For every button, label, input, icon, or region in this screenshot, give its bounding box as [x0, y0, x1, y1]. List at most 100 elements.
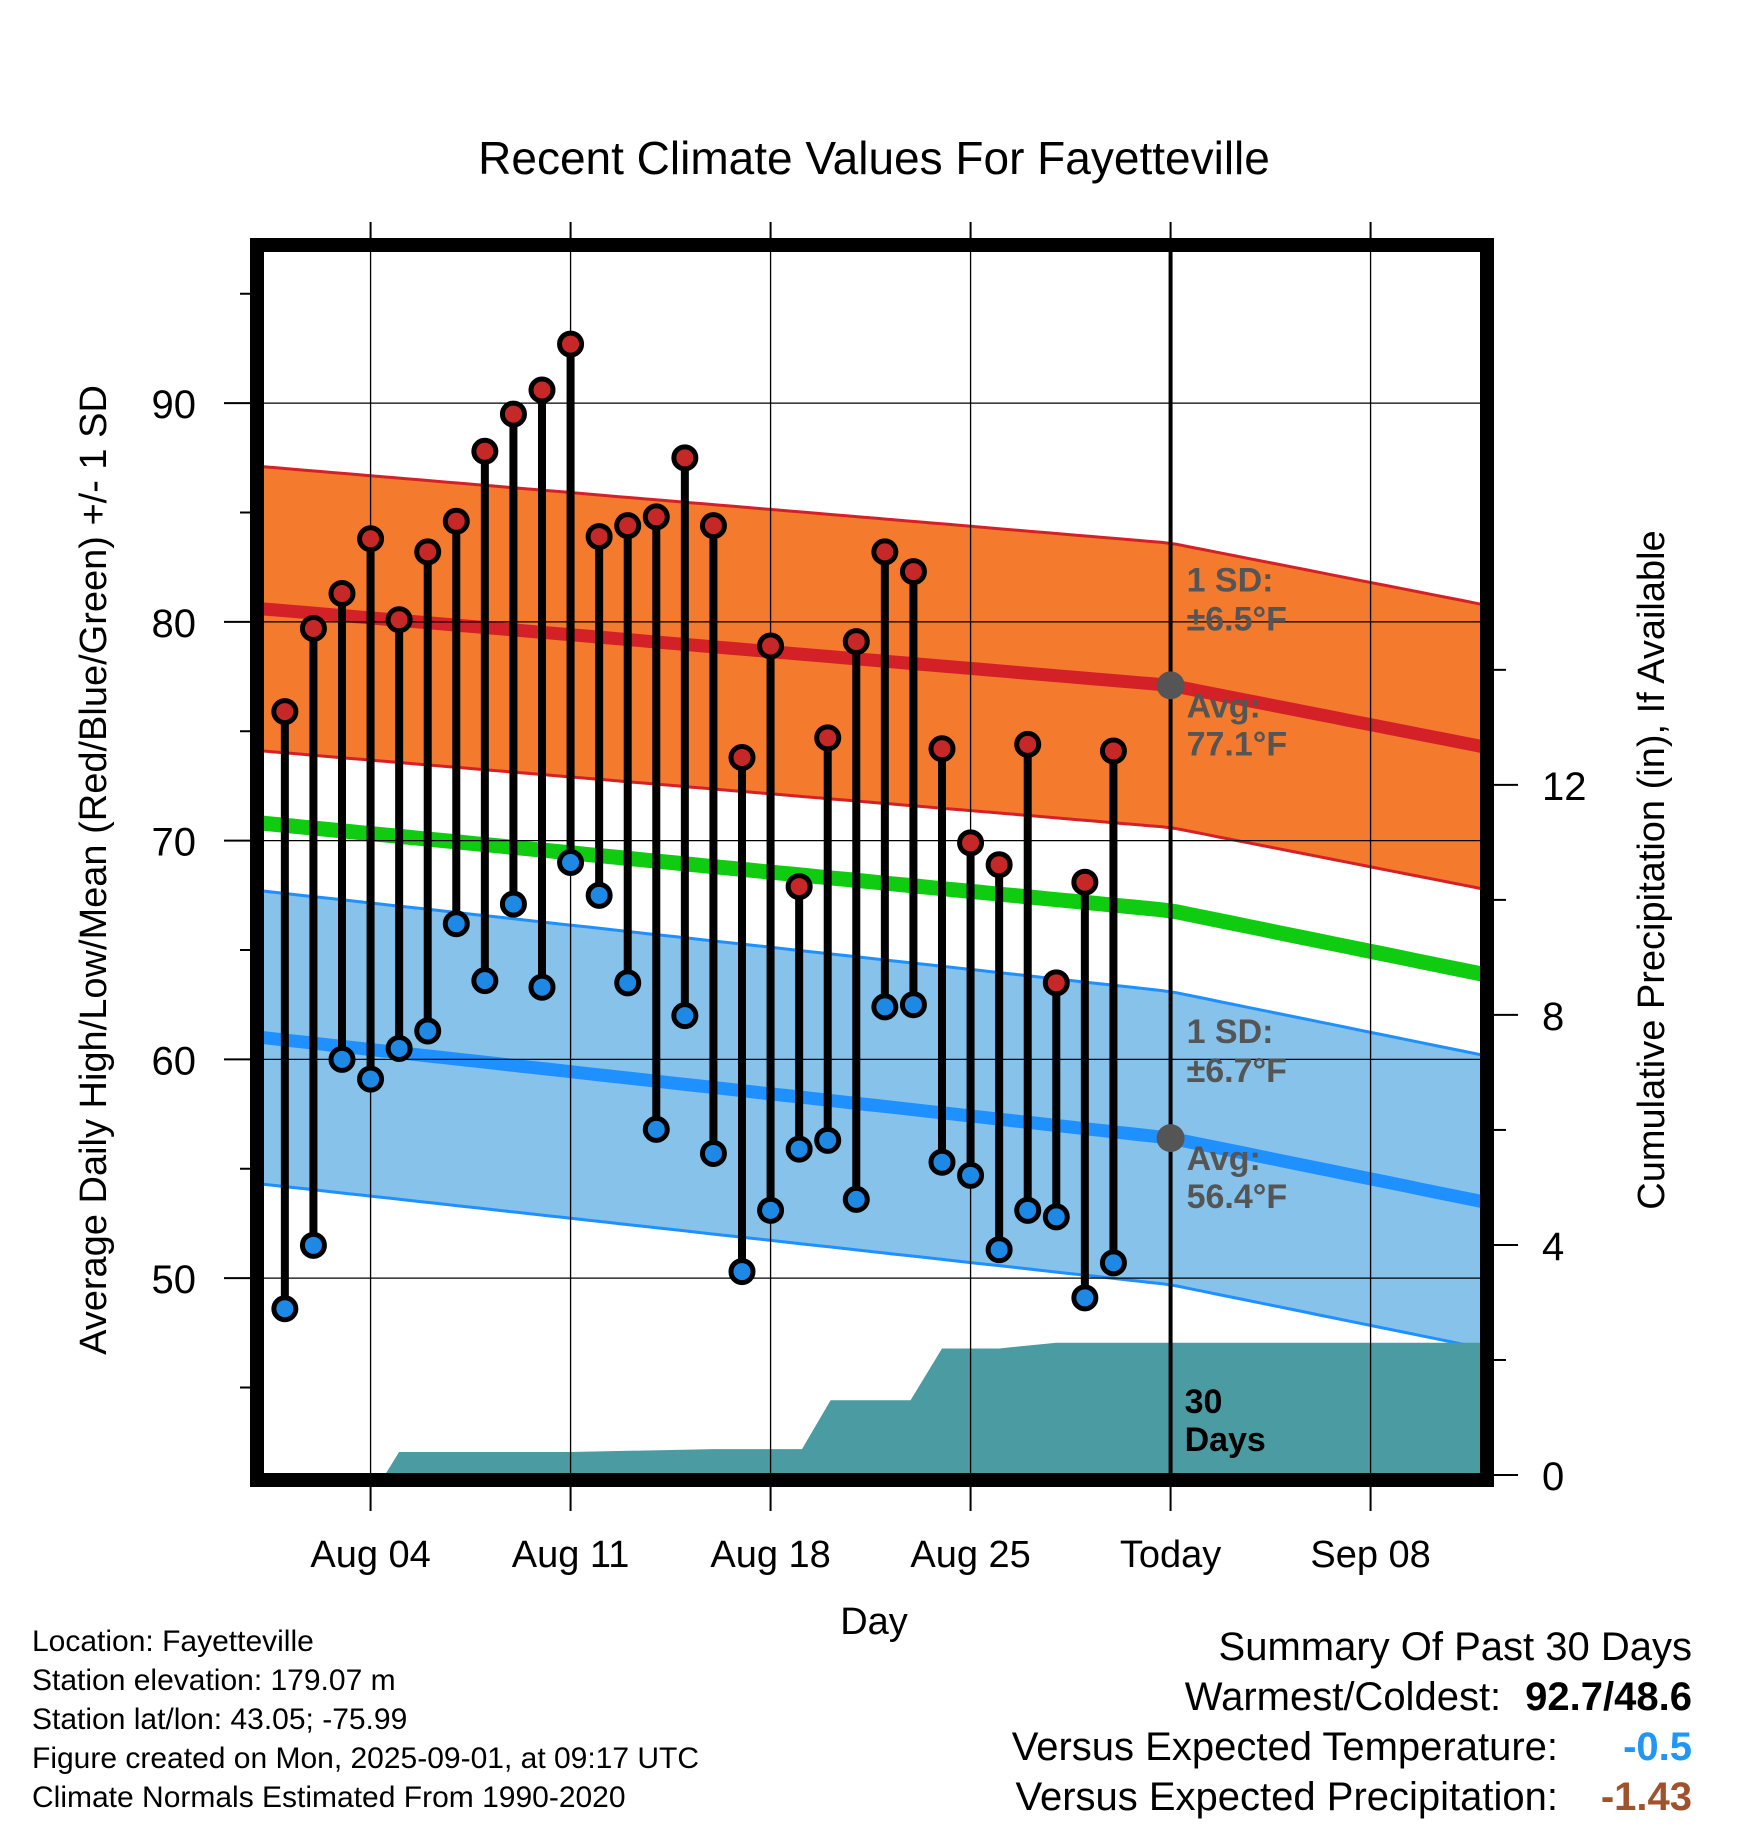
x-tick-label: Aug 25: [910, 1534, 1030, 1576]
daily-high-point: [585, 523, 613, 551]
y2-tick-label: 4: [1542, 1225, 1564, 1269]
daily-high-point: [642, 503, 670, 531]
today-low-average-marker: [1156, 1124, 1185, 1153]
summary-precip-row: Versus Expected Precipitation: -1.43: [1012, 1772, 1692, 1822]
climate-normals-period: Climate Normals Estimated From 1990-2020: [32, 1781, 626, 1814]
daily-low-point: [414, 1017, 442, 1045]
daily-high-point: [328, 579, 356, 607]
daily-low-point: [642, 1115, 670, 1143]
daily-high-point: [728, 744, 756, 771]
low-average-line: [262, 1031, 1482, 1208]
daily-low-point: [385, 1034, 413, 1062]
daily-high-point: [471, 437, 499, 465]
daily-low-point: [614, 969, 642, 997]
daily-high-point: [1042, 969, 1070, 997]
x-tick-label: Aug 04: [310, 1534, 430, 1576]
daily-low-point: [1099, 1249, 1127, 1277]
high-average-line: [262, 602, 1482, 753]
daily-high-point: [1014, 730, 1042, 758]
summary-warmest-row: Warmest/Coldest: 92.7/48.6: [1012, 1672, 1692, 1722]
x-tick-label: Today: [1120, 1534, 1221, 1576]
daily-high-point: [957, 829, 985, 857]
daily-high-point: [614, 512, 642, 540]
plot-frame: [250, 238, 1494, 1487]
window-label-days: Days: [1185, 1421, 1266, 1459]
y2-tick-label: 12: [1542, 765, 1587, 809]
warmest-value: 92.7/48.6: [1525, 1675, 1692, 1719]
daily-low-point: [785, 1135, 813, 1163]
high-sd-band: [262, 466, 1482, 889]
daily-low-point: [557, 849, 585, 876]
daily-high-point: [414, 538, 442, 566]
y-tick-label: 70: [152, 821, 197, 865]
daily-low-point: [814, 1126, 842, 1154]
cumulative-precipitation-area: [384, 1342, 1482, 1475]
daily-high-point: [499, 400, 527, 428]
daily-high-point: [385, 606, 413, 634]
today-high-average-marker: [1156, 671, 1185, 700]
daily-high-point: [557, 330, 585, 358]
daily-high-point: [1099, 737, 1127, 765]
low-avg-value: 56.4°F: [1187, 1178, 1288, 1216]
station-location: Location: Fayetteville: [32, 1625, 314, 1658]
daily-high-point: [814, 724, 842, 752]
y-tick-label: 50: [152, 1258, 197, 1302]
daily-high-point: [899, 558, 927, 586]
daily-low-point: [928, 1148, 956, 1176]
y2-axis-label: Cumulative Precipitation (in), If Availa…: [1631, 530, 1673, 1209]
low-sd-label: 1 SD:: [1187, 1013, 1274, 1051]
daily-low-point: [585, 881, 613, 909]
daily-high-point: [842, 628, 870, 656]
daily-low-point: [499, 890, 527, 918]
daily-low-point: [271, 1295, 299, 1323]
daily-low-point: [528, 973, 556, 1001]
y-axis-label: Average Daily High/Low/Mean (Red/Blue/Gr…: [73, 385, 115, 1355]
daily-high-point: [671, 444, 699, 472]
high-sd-value: ±6.5°F: [1187, 600, 1287, 638]
daily-low-point: [871, 993, 899, 1021]
temp-value: -0.5: [1623, 1725, 1692, 1769]
daily-high-point: [357, 525, 385, 553]
precip-value: -1.43: [1600, 1775, 1692, 1819]
daily-low-point: [442, 910, 470, 938]
low-sd-value: ±6.7°F: [1187, 1052, 1287, 1090]
daily-low-point: [699, 1139, 727, 1167]
precip-label: Versus Expected Precipitation:: [1015, 1775, 1558, 1819]
daily-low-point: [985, 1236, 1013, 1264]
low-avg-label: Avg:: [1187, 1140, 1261, 1178]
station-latlon: Station lat/lon: 43.05; -75.99: [32, 1703, 408, 1736]
high-avg-value: 77.1°F: [1187, 725, 1288, 763]
daily-low-point: [899, 991, 927, 1019]
daily-high-point: [271, 698, 299, 726]
daily-low-point: [1014, 1196, 1042, 1224]
daily-high-point: [1071, 868, 1099, 896]
daily-high-point: [785, 873, 813, 901]
low-band-lower-edge: [262, 1182, 1482, 1350]
window-label-number: 30: [1185, 1383, 1223, 1421]
summary-temp-row: Versus Expected Temperature: -0.5: [1012, 1722, 1692, 1772]
daily-high-point: [299, 614, 327, 642]
daily-low-point: [728, 1258, 756, 1286]
daily-high-point: [871, 538, 899, 566]
x-axis-label: Day: [840, 1601, 908, 1643]
x-tick-label: Aug 18: [710, 1534, 830, 1576]
daily-low-point: [1042, 1203, 1070, 1231]
y-tick-label: 90: [152, 383, 197, 427]
mean-average-line: [262, 815, 1482, 982]
low-sd-band: [262, 890, 1482, 1349]
daily-low-point: [1071, 1284, 1099, 1312]
y2-tick-label: 0: [1542, 1455, 1564, 1499]
warmest-label: Warmest/Coldest:: [1184, 1675, 1502, 1719]
high-avg-label: Avg:: [1187, 687, 1261, 725]
daily-low-point: [957, 1161, 985, 1189]
daily-low-point: [757, 1196, 785, 1224]
daily-high-point: [528, 376, 556, 404]
high-band-upper-edge: [262, 465, 1482, 606]
station-info: Location: Fayetteville Station elevation…: [32, 1622, 699, 1817]
station-elevation: Station elevation: 179.07 m: [32, 1664, 396, 1697]
daily-low-point: [328, 1045, 356, 1073]
y-tick-label: 80: [152, 602, 197, 646]
chart-title: Recent Climate Values For Fayetteville: [478, 132, 1270, 184]
daily-low-point: [299, 1231, 327, 1259]
